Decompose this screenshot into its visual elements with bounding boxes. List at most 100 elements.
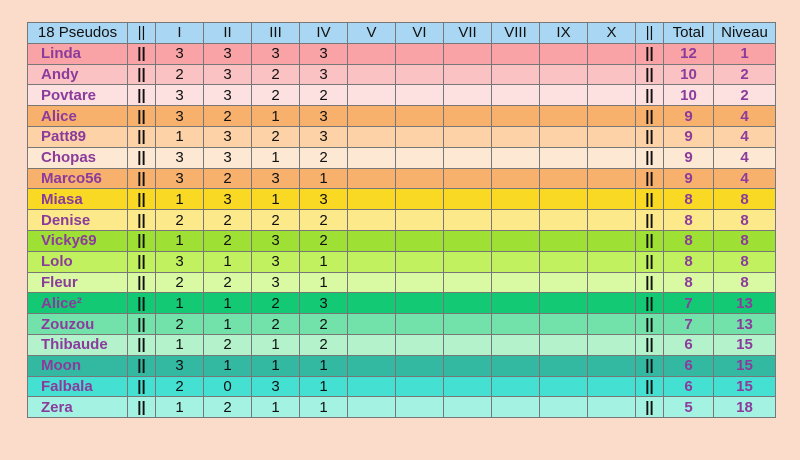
score-cell: 3 [251, 229, 300, 252]
score-cell: 2 [251, 292, 300, 315]
score-cell: 3 [155, 42, 204, 65]
empty-cell [395, 354, 444, 377]
empty-cell [587, 84, 636, 107]
score-cell: 1 [155, 396, 204, 419]
pseudo-cell: Zouzou [27, 313, 128, 335]
score-cell: 2 [155, 271, 204, 294]
score-cell: 0 [203, 375, 252, 398]
column-header: V [347, 22, 396, 44]
score-cell: 3 [155, 250, 204, 273]
total-cell: 9 [663, 125, 714, 148]
separator-cell: || [635, 271, 664, 294]
score-cell: 1 [251, 396, 300, 419]
player-row: Vicky69 || 1 2 3 2 || 8 8 [27, 229, 776, 252]
separator-cell: || [127, 188, 156, 211]
score-cell: 1 [299, 354, 348, 377]
separator-cell: || [635, 84, 664, 107]
empty-cell [347, 188, 396, 211]
empty-cell [347, 84, 396, 107]
header-row: 18 Pseudos || I II III IV V VI VII VIII IX X || Total… [27, 22, 776, 44]
score-cell: 1 [155, 188, 204, 211]
separator-cell: || [635, 333, 664, 356]
player-row: Lolo || 3 1 3 1 || 8 8 [27, 250, 776, 273]
pseudo-cell: Vicky69 [27, 229, 128, 252]
player-row: Alice² || 1 1 2 3 || 7 13 [27, 292, 776, 315]
column-header: 18 Pseudos [27, 22, 128, 44]
empty-cell [347, 292, 396, 315]
pseudo-cell: Fleur [27, 271, 128, 294]
total-cell: 8 [663, 188, 714, 211]
empty-cell [443, 167, 492, 190]
column-header: Niveau [713, 22, 776, 44]
empty-cell [395, 250, 444, 273]
total-cell: 7 [663, 292, 714, 315]
empty-cell [587, 188, 636, 211]
empty-cell [491, 42, 540, 65]
score-cell: 2 [251, 84, 300, 107]
niveau-cell: 4 [713, 167, 776, 190]
score-cell: 2 [299, 229, 348, 252]
empty-cell [443, 396, 492, 419]
score-cell: 1 [155, 292, 204, 315]
empty-cell [443, 229, 492, 252]
empty-cell [539, 167, 588, 190]
separator-cell: || [127, 396, 156, 419]
score-cell: 3 [299, 105, 348, 127]
column-header: IV [299, 22, 348, 44]
empty-cell [395, 271, 444, 294]
player-row: Linda || 3 3 3 3 || 12 1 [27, 42, 776, 65]
empty-cell [587, 354, 636, 377]
score-cell: 1 [155, 333, 204, 356]
player-row: Andy || 2 3 2 3 || 10 2 [27, 63, 776, 86]
separator-cell: || [127, 292, 156, 315]
empty-cell [539, 209, 588, 231]
score-cell: 1 [251, 188, 300, 211]
pseudo-cell: Andy [27, 63, 128, 86]
empty-cell [587, 125, 636, 148]
empty-cell [347, 229, 396, 252]
empty-cell [443, 125, 492, 148]
score-cell: 3 [299, 188, 348, 211]
pseudo-cell: Chopas [27, 146, 128, 169]
separator-cell: || [635, 313, 664, 335]
empty-cell [395, 229, 444, 252]
score-cell: 1 [251, 105, 300, 127]
column-header: Total [663, 22, 714, 44]
score-cell: 2 [251, 63, 300, 86]
empty-cell [491, 271, 540, 294]
score-cell: 2 [155, 63, 204, 86]
empty-cell [395, 84, 444, 107]
niveau-cell: 8 [713, 271, 776, 294]
empty-cell [491, 167, 540, 190]
empty-cell [443, 375, 492, 398]
empty-cell [491, 105, 540, 127]
separator-cell: || [127, 84, 156, 107]
empty-cell [587, 396, 636, 419]
empty-cell [443, 84, 492, 107]
score-cell: 2 [203, 271, 252, 294]
column-header: III [251, 22, 300, 44]
separator-cell: || [127, 146, 156, 169]
empty-cell [395, 396, 444, 419]
score-cell: 2 [299, 209, 348, 231]
score-cell: 1 [155, 229, 204, 252]
separator-cell: || [635, 42, 664, 65]
empty-cell [395, 292, 444, 315]
empty-cell [347, 354, 396, 377]
empty-cell [443, 146, 492, 169]
separator-cell: || [127, 354, 156, 377]
total-cell: 9 [663, 105, 714, 127]
total-cell: 6 [663, 354, 714, 377]
niveau-cell: 13 [713, 292, 776, 315]
pseudo-cell: Marco56 [27, 167, 128, 190]
empty-cell [347, 42, 396, 65]
score-cell: 2 [299, 333, 348, 356]
player-row: Zouzou || 2 1 2 2 || 7 13 [27, 313, 776, 335]
empty-cell [587, 292, 636, 315]
player-row: Denise || 2 2 2 2 || 8 8 [27, 209, 776, 231]
separator-cell: || [635, 125, 664, 148]
empty-cell [347, 333, 396, 356]
separator-cell: || [635, 188, 664, 211]
score-cell: 2 [203, 396, 252, 419]
